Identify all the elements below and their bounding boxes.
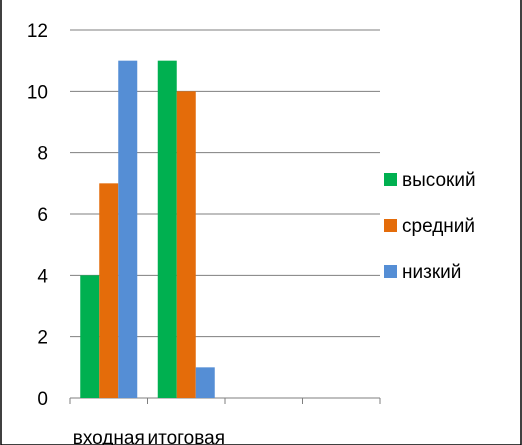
category-labels: входная итоговая [73,428,225,445]
y-tick-label: 10 [27,82,48,103]
bar-средний [99,183,119,398]
category-label: входная [73,428,145,445]
bar-средний [176,91,196,398]
y-tick-label: 8 [37,144,48,165]
bar-низкий [118,60,138,399]
y-tick-label: 2 [37,328,48,349]
bar-высокий [157,60,177,399]
legend: высокий средний низкий [384,170,476,283]
legend-label: средний [402,216,475,237]
y-tick-label: 12 [27,21,48,42]
legend-swatch [384,219,397,232]
y-tick-label: 6 [37,205,48,226]
y-tick-labels: 0 2 4 6 8 10 12 [27,21,49,410]
bar-высокий [80,275,100,398]
legend-swatch [384,173,397,186]
y-tick-label: 0 [37,389,48,410]
bar-низкий [195,367,215,398]
gridlines [70,29,380,338]
legend-label: высокий [402,170,476,191]
legend-label: низкий [402,262,461,283]
legend-swatch [384,265,397,278]
category-label: итоговая [148,428,225,445]
y-tick-label: 4 [37,266,48,287]
bars [80,60,215,399]
x-axis [69,397,381,404]
